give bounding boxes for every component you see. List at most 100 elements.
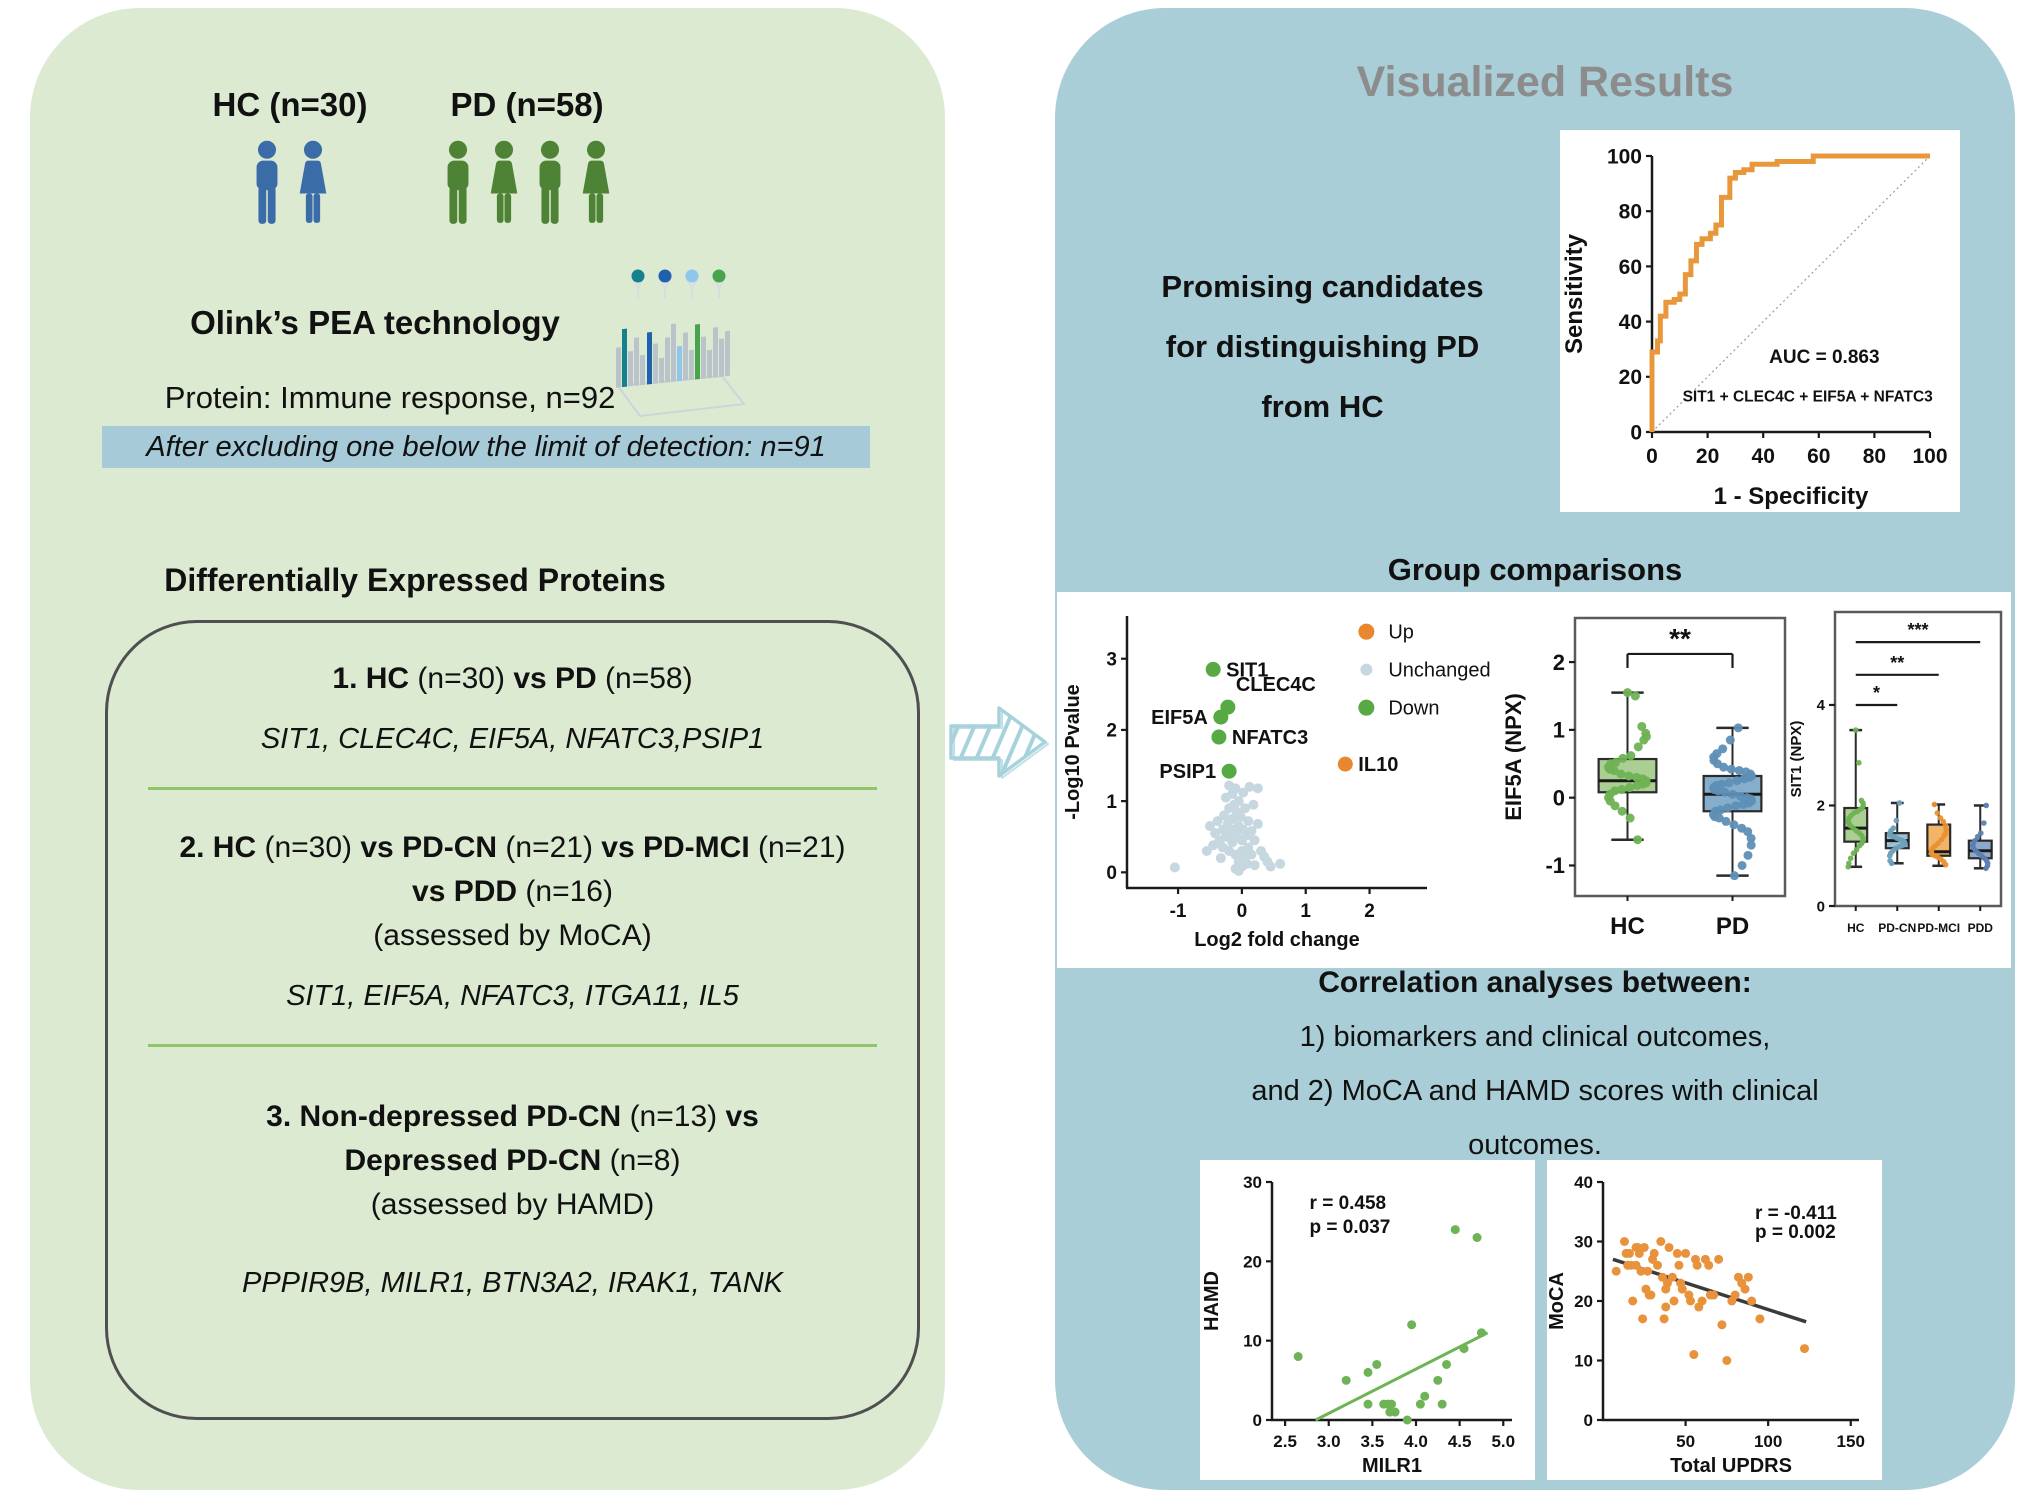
comparison-line: vs PDD (n=16)	[412, 875, 613, 908]
svg-text:**: **	[1669, 623, 1691, 654]
text-line: from HC	[1261, 389, 1384, 424]
cohort-hc: HC (n=30)	[160, 86, 420, 226]
pea-assay-graphic	[610, 258, 750, 440]
jitter-points	[1886, 800, 1908, 867]
person-icon-man	[447, 140, 469, 224]
comparison-line: Depressed PD-CN (n=8)	[344, 1144, 681, 1177]
svg-text:HC: HC	[1610, 913, 1645, 940]
person-icon-woman	[490, 140, 518, 223]
comparison-proteins: SIT1, CLEC4C, EIF5A, NFATC3,PSIP1	[260, 723, 765, 755]
svg-text:30: 30	[1574, 1232, 1593, 1251]
svg-text:100: 100	[1912, 445, 1947, 468]
person-icon-woman	[299, 140, 327, 223]
svg-text:PD-MCI: PD-MCI	[1917, 921, 1960, 935]
flow-arrow-icon	[945, 698, 1050, 786]
svg-text:2: 2	[1106, 721, 1117, 742]
box-group	[1597, 688, 1658, 845]
comparison-line: 2. HC (n=30) vs PD-CN (n=21) vs PD-MCI (…	[179, 831, 846, 864]
svg-text:-1: -1	[1170, 901, 1187, 922]
updrs-scatter-panel: 50 100 150 0 10 20 30 40 Total UPDRS MoCA r = -0.4…	[1547, 1160, 1882, 1480]
scatter-points	[1611, 1237, 1809, 1365]
comparison-proteins: PPPIR9B, MILR1, BTN3A2, IRAK1, TANK	[242, 1267, 783, 1299]
comparison-proteins: SIT1, EIF5A, NFATC3, ITGA11, IL5	[286, 980, 739, 1012]
group-comparisons-panel: -1 0 1 2 0 1 2 3 Log2 fold change -Log10 Pvalue Up…	[1057, 592, 2011, 968]
svg-text:1: 1	[1300, 901, 1311, 922]
svg-text:40: 40	[1574, 1173, 1593, 1192]
svg-text:50: 50	[1676, 1432, 1695, 1451]
svg-text:IL10: IL10	[1358, 754, 1398, 776]
svg-text:r = -0.411: r = -0.411	[1755, 1203, 1837, 1224]
svg-text:AUC = 0.863: AUC = 0.863	[1769, 347, 1879, 368]
svg-text:40: 40	[1619, 311, 1642, 334]
updrs-scatter-chart: 50 100 150 0 10 20 30 40 Total UPDRS MoCA r = -0.4…	[1547, 1173, 1865, 1477]
svg-text:10: 10	[1243, 1332, 1262, 1351]
svg-text:80: 80	[1863, 445, 1886, 468]
svg-text:1: 1	[1553, 718, 1565, 743]
volcano-chart: -1 0 1 2 0 1 2 3 Log2 fold change -Log10 Pvalue Up…	[1063, 616, 1491, 951]
svg-text:NFATC3: NFATC3	[1232, 727, 1308, 749]
comparisons-box: 1. HC (n=30) vs PD (n=58) SIT1, CLEC4C, E…	[105, 620, 920, 1420]
svg-text:Unchanged: Unchanged	[1388, 660, 1490, 682]
cohort-label: HC (n=30)	[212, 86, 368, 123]
text-line: and 2) MoCA and HAMD scores with clinica…	[1251, 1075, 1819, 1107]
svg-text:60: 60	[1619, 256, 1642, 279]
roc-panel: 0 20 40 60 80 100 0 20 40 60 80 100 1 - Specificity S…	[1560, 130, 1960, 512]
cohort-icons	[382, 140, 672, 226]
comparison-line: (assessed by HAMD)	[370, 1188, 655, 1221]
svg-text:20: 20	[1243, 1252, 1262, 1271]
svg-text:Down: Down	[1388, 698, 1439, 720]
svg-text:2: 2	[1364, 901, 1375, 922]
svg-text:PSIP1: PSIP1	[1159, 761, 1216, 783]
svg-text:5.0: 5.0	[1491, 1432, 1515, 1451]
svg-text:0: 0	[1106, 863, 1117, 884]
person-icon-man	[539, 140, 561, 224]
svg-text:Total UPDRS: Total UPDRS	[1670, 1455, 1792, 1477]
section-divider	[148, 787, 877, 790]
svg-text:-Log10 Pvalue: -Log10 Pvalue	[1063, 684, 1084, 820]
svg-text:**: **	[1890, 653, 1904, 673]
svg-text:2: 2	[1553, 650, 1565, 675]
comparison-line: 1. HC (n=30) vs PD (n=58)	[332, 662, 693, 695]
text-line: Promising candidates	[1161, 269, 1484, 304]
study-design-panel: HC (n=30) PD (n=58) Olink’s PEA technolog…	[30, 8, 945, 1490]
svg-text:PD: PD	[1716, 913, 1749, 940]
svg-text:MoCA: MoCA	[1547, 1272, 1568, 1330]
trend-line	[1314, 1331, 1489, 1422]
box-group	[1926, 801, 1952, 868]
svg-text:3: 3	[1106, 649, 1117, 670]
jitter-points	[1969, 802, 1991, 872]
svg-text:r = 0.458: r = 0.458	[1310, 1193, 1387, 1214]
svg-text:*: *	[1873, 683, 1880, 703]
svg-text:20: 20	[1619, 366, 1642, 389]
exclusion-note: After excluding one below the limit of d…	[102, 426, 870, 468]
svg-text:HC: HC	[1847, 921, 1865, 935]
svg-text:20: 20	[1696, 445, 1719, 468]
svg-text:0: 0	[1630, 421, 1642, 444]
box-group	[1967, 802, 1993, 872]
roc-curve	[1649, 153, 1930, 432]
svg-text:EIF5A: EIF5A	[1151, 707, 1208, 729]
eif5a-boxplot: -1 0 1 2 EIF5A (NPX) HC PD **	[1505, 616, 1787, 940]
text-line: outcomes.	[1468, 1129, 1602, 1161]
svg-text:Up: Up	[1388, 622, 1414, 644]
box-group	[1884, 800, 1910, 867]
box-group	[1843, 727, 1869, 870]
scatter-points	[1293, 1225, 1486, 1425]
svg-text:150: 150	[1837, 1432, 1865, 1451]
svg-text:0: 0	[1237, 901, 1248, 922]
svg-text:CLEC4C: CLEC4C	[1236, 674, 1316, 696]
svg-text:Sensitivity: Sensitivity	[1561, 233, 1588, 354]
svg-text:2: 2	[1817, 798, 1825, 815]
svg-text:0: 0	[1253, 1411, 1262, 1430]
text-line: Correlation analyses between:	[1318, 966, 1752, 999]
dep-heading: Differentially Expressed Proteins	[164, 562, 666, 598]
svg-text:0: 0	[1646, 445, 1658, 468]
cohort-label: PD (n=58)	[450, 86, 604, 123]
cohort-pd: PD (n=58)	[382, 86, 672, 226]
svg-text:0: 0	[1553, 785, 1565, 810]
svg-text:100: 100	[1754, 1432, 1782, 1451]
text-line: 1) biomarkers and clinical outcomes,	[1299, 1021, 1771, 1053]
results-panel: Visualized Results 0 20 40 60 80 100 0 20 40 60 80…	[1055, 8, 2015, 1490]
svg-text:-1: -1	[1545, 853, 1565, 878]
